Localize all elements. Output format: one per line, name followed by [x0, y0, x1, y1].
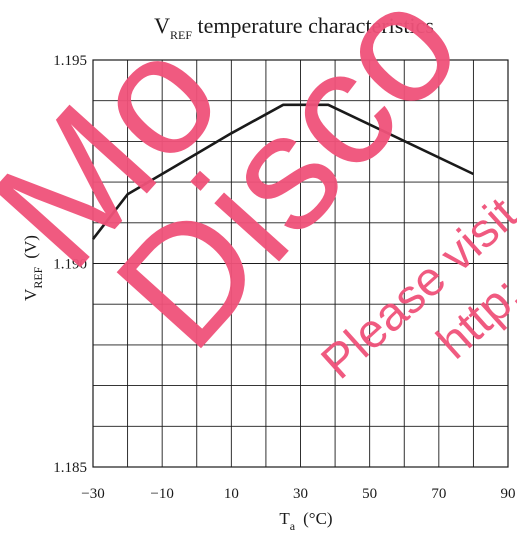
y-tick-label: 1.185 — [53, 460, 87, 476]
plot-frame — [92, 59, 509, 468]
x-tick-label: −30 — [81, 486, 104, 502]
x-tick-label: 10 — [224, 486, 239, 502]
y-tick-label: 1.195 — [53, 53, 87, 69]
y-axis-label: VREF(V) — [21, 235, 45, 301]
chart-title: VREF temperature characteristics — [154, 13, 434, 42]
grid — [93, 60, 508, 467]
x-tick-label: 50 — [362, 486, 377, 502]
tick-labels: −30 −10 10 30 50 70 90 1.185 1.190 1.195 — [53, 53, 515, 502]
x-tick-label: 30 — [293, 486, 308, 502]
y-tick-label: 1.190 — [53, 257, 87, 273]
x-axis-label: Ta (°C) — [279, 509, 332, 533]
series-line — [91, 103, 474, 240]
x-tick-label: 70 — [431, 486, 446, 502]
watermark: Mo Disco Please visit http: — [0, 0, 517, 389]
series-layer — [91, 103, 474, 240]
x-tick-label: 90 — [501, 486, 516, 502]
x-tick-label: −10 — [150, 486, 173, 502]
